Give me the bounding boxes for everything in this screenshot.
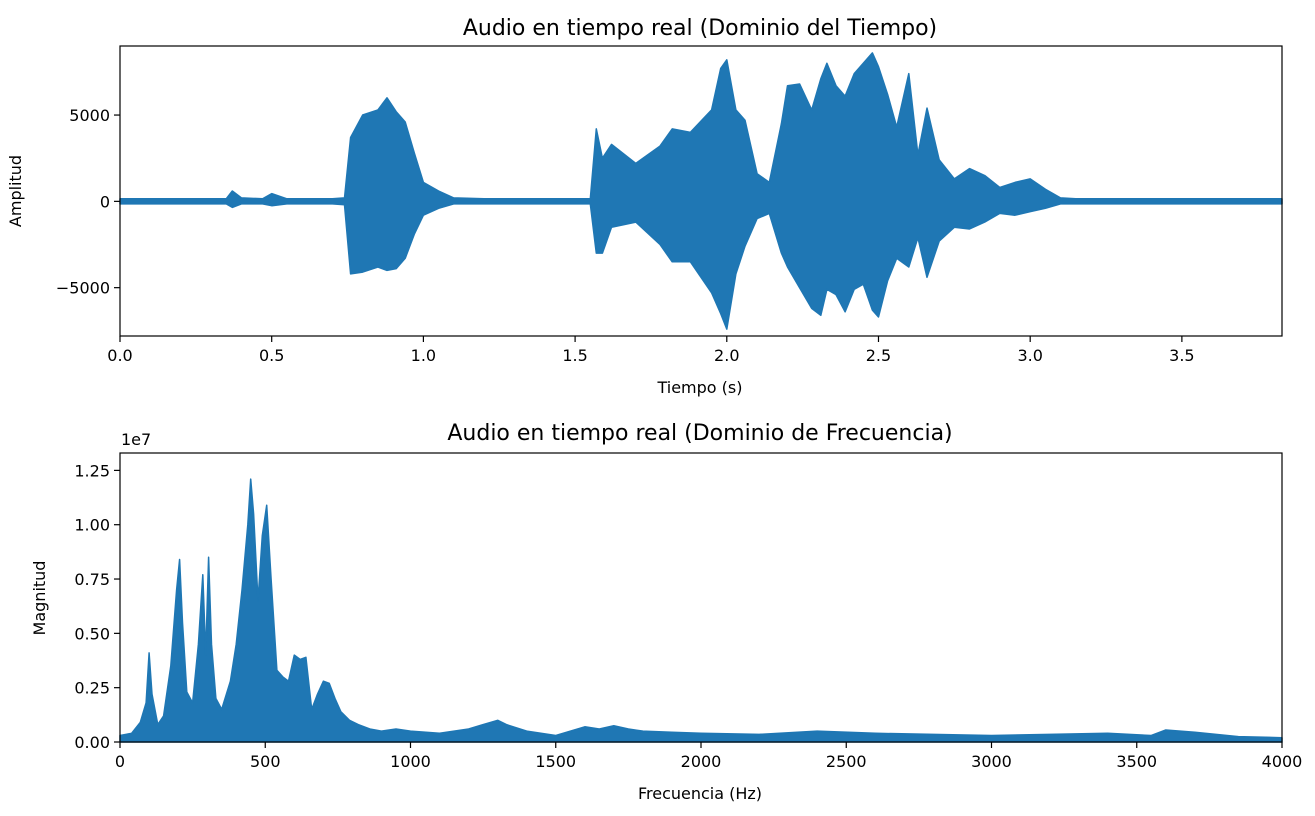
time-x-ticks: 0.0 0.5 1.0 1.5 2.0 2.5 3.0 3.5	[107, 336, 1195, 365]
frequency-chart-title: Audio en tiempo real (Dominio de Frecuen…	[447, 421, 952, 446]
frequency-x-tick-label: 2500	[826, 752, 867, 771]
frequency-x-tick-label: 1500	[535, 752, 576, 771]
time-y-axis-label: Amplitud	[6, 155, 25, 227]
time-signal-line	[119, 52, 1283, 330]
frequency-x-tick-label: 1000	[390, 752, 431, 771]
time-x-tick-label: 3.0	[1017, 346, 1042, 365]
frequency-signal-line	[119, 478, 1283, 743]
time-x-axis-label: Tiempo (s)	[656, 378, 742, 397]
time-y-tick-label: 0	[100, 192, 110, 211]
frequency-x-tick-label: 3000	[971, 752, 1012, 771]
time-plot-frame	[119, 45, 1283, 337]
frequency-domain-chart: Audio en tiempo real (Dominio de Frecuen…	[30, 421, 1302, 803]
time-x-tick-label: 0.5	[259, 346, 284, 365]
frequency-y-ticks: 0.00 0.25 0.50 0.75 1.00 1.25	[74, 461, 120, 752]
frequency-x-tick-label: 500	[250, 752, 281, 771]
frequency-y-tick-label: 1.25	[74, 461, 110, 480]
time-x-tick-label: 1.5	[562, 346, 587, 365]
frequency-x-tick-label: 4000	[1262, 752, 1303, 771]
time-x-tick-label: 0.0	[107, 346, 132, 365]
frequency-x-axis-label: Frecuencia (Hz)	[638, 784, 762, 803]
time-x-tick-label: 1.0	[411, 346, 436, 365]
time-y-tick-label: −5000	[56, 279, 110, 298]
frequency-x-tick-label: 2000	[681, 752, 722, 771]
time-x-tick-label: 2.0	[714, 346, 739, 365]
time-y-ticks: −5000 0 5000	[56, 106, 120, 298]
frequency-x-tick-label: 0	[115, 752, 125, 771]
frequency-y-tick-label: 0.75	[74, 570, 110, 589]
frequency-y-scale-label: 1e7	[121, 430, 151, 449]
time-y-tick-label: 5000	[69, 106, 110, 125]
frequency-y-tick-label: 0.25	[74, 679, 110, 698]
time-series-layer	[119, 52, 1283, 330]
frequency-y-tick-label: 1.00	[74, 516, 110, 535]
time-x-tick-label: 3.5	[1169, 346, 1194, 365]
frequency-x-ticks: 0 500 1000 1500 2000 2500 3000 3500 4000	[115, 742, 1302, 771]
time-chart-title: Audio en tiempo real (Dominio del Tiempo…	[463, 16, 937, 41]
frequency-y-tick-label: 0.50	[74, 624, 110, 643]
time-x-tick-label: 2.5	[866, 346, 891, 365]
frequency-x-tick-label: 3500	[1116, 752, 1157, 771]
frequency-y-axis-label: Magnitud	[30, 561, 49, 636]
frequency-y-tick-label: 0.00	[74, 733, 110, 752]
frequency-series-layer	[119, 478, 1283, 743]
time-domain-chart: Audio en tiempo real (Dominio del Tiempo…	[6, 16, 1283, 397]
